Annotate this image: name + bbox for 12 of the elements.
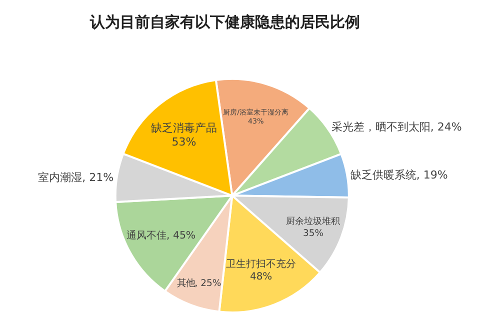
slice-label: 室内潮湿, 21% (38, 170, 114, 184)
chart-title: 认为目前自家有以下健康隐患的居民比例 (89, 12, 360, 31)
slice-label: 缺乏供暖系统, 19% (350, 168, 448, 182)
data-label: 48% (250, 272, 272, 283)
data-label: 35% (303, 228, 324, 239)
slice-label: 缺乏消毒产品 (150, 121, 217, 134)
slice-label: 采光差，晒不到太阳, 24% (331, 120, 462, 134)
data-label: 53% (172, 136, 196, 149)
slice-label: 卫生打扫不充分 (226, 258, 296, 270)
slice-label: 厨余垃圾堆积 (286, 216, 340, 227)
slice-label: 其他, 25% (176, 278, 222, 290)
slice-label: 通风不佳, 45% (126, 229, 196, 242)
